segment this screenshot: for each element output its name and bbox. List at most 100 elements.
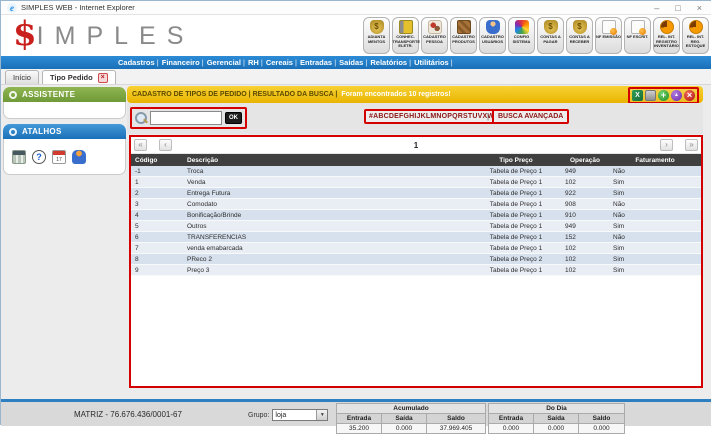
boxes-icon (456, 20, 471, 34)
cell-codigo: -1 (135, 167, 141, 175)
menu-item[interactable]: RH (248, 58, 263, 67)
column-header-tipo-preco[interactable]: Tipo Preço (499, 156, 533, 164)
arrow-up-icon[interactable] (671, 90, 682, 101)
cell-descricao: venda emabarcada (187, 244, 243, 252)
prev-page-button[interactable]: ‹ (159, 139, 172, 151)
toolbar-button[interactable]: CONTAS A RECEBER (566, 17, 593, 54)
maximize-button[interactable]: □ (675, 2, 681, 13)
table-row[interactable]: 3 Comodato Tabela de Preço 1 908 Não (131, 199, 701, 210)
table-row[interactable]: 7 venda emabarcada Tabela de Preço 1 102… (131, 243, 701, 254)
search-input[interactable] (150, 111, 222, 125)
cell-operacao: 102 (565, 244, 576, 252)
toolbar-button-label: NF EMISSÃO (596, 34, 621, 39)
cell-descricao: PReco 2 (187, 255, 212, 263)
table-row[interactable]: 8 PReco 2 Tabela de Preço 2 102 Sim (131, 254, 701, 265)
tab-close-icon[interactable]: × (97, 72, 108, 83)
cell-faturamento: Sim (613, 189, 625, 197)
help-icon[interactable] (32, 149, 46, 164)
cell-codigo: 7 (135, 244, 139, 252)
banner-title: CADASTRO DE TIPOS DE PEDIDO | RESULTADO … (132, 91, 338, 98)
brand-name: IMPLES (36, 22, 195, 50)
advanced-search-button[interactable]: BUSCA AVANÇADA (492, 109, 570, 124)
toolbar-button[interactable]: ADIANTA MENTOS (363, 17, 390, 54)
menu-item[interactable]: Gerencial (207, 58, 245, 67)
chevron-down-icon[interactable]: ▼ (316, 410, 328, 420)
table-row[interactable]: 5 Outros Tabela de Preço 1 949 Sim (131, 221, 701, 232)
search-ok-button[interactable]: OK (225, 112, 242, 124)
cell-descricao: TRANSFERENCIAS (187, 233, 247, 241)
table-row[interactable]: 2 Entrega Futura Tabela de Preço 1 922 S… (131, 188, 701, 199)
document-icon (601, 20, 617, 35)
cell-faturamento: Não (613, 200, 625, 208)
grupo-select[interactable]: loja ▼ (272, 409, 329, 421)
tab-inicio[interactable]: Início (5, 70, 39, 84)
column-header-operacao[interactable]: Operação (570, 156, 600, 164)
toolbar-button[interactable]: REL. INT. REGISTRO INVENTÁRIO (653, 17, 680, 54)
menu-item[interactable]: Cadastros (118, 58, 159, 67)
main-content: CADASTRO DE TIPOS DE PEDIDO | RESULTADO … (127, 86, 705, 388)
money-bag-icon (543, 20, 558, 34)
sidebar-section-atalhos[interactable]: ATALHOS (3, 124, 126, 139)
person-icon[interactable] (72, 149, 86, 164)
table-row[interactable]: 4 Bonificação/Brinde Tabela de Preço 1 9… (131, 210, 701, 221)
cell-operacao: 908 (565, 200, 576, 208)
calendar-icon[interactable] (52, 149, 66, 164)
order-types-table: Código Descrição Tipo Preço Operação Fat… (131, 154, 701, 276)
toolbar-button[interactable]: CONFIG SISTEMA (508, 17, 535, 54)
table-row[interactable]: 9 Preço 3 Tabela de Preço 1 102 Sim (131, 265, 701, 276)
toolbar-button[interactable]: NF ESCRIT. (624, 17, 651, 54)
toolbar-button-label: CADASTRO PRODUTOS (452, 34, 475, 44)
cell-tipo-preco: Tabela de Preço 1 (489, 244, 543, 252)
cell-faturamento: Sim (613, 244, 625, 252)
cell-tipo-preco: Tabela de Preço 1 (489, 211, 543, 219)
cell-operacao: 949 (565, 167, 576, 175)
first-page-button[interactable]: « (134, 139, 147, 151)
minimize-button[interactable]: – (654, 2, 660, 13)
next-page-button[interactable]: › (660, 139, 673, 151)
column-header-descricao[interactable]: Descrição (187, 156, 219, 164)
sidebar-section-assistente[interactable]: ASSISTENTE (3, 87, 126, 102)
menu-item[interactable]: Saídas (339, 58, 367, 67)
add-icon[interactable] (658, 90, 669, 101)
cell-tipo-preco: Tabela de Preço 1 (489, 178, 543, 186)
workspace: ASSISTENTE ATALHOS CADASTRO DE TIPOS DE … (1, 85, 711, 399)
table-row[interactable]: -1 Troca Tabela de Preço 1 949 Não (131, 166, 701, 177)
internet-explorer-icon: e (7, 2, 17, 13)
toolbar-button[interactable]: REL. INT. REG. ESTOQUE (682, 17, 709, 54)
palette-icon (514, 20, 529, 34)
quick-access-toolbar: ADIANTA MENTOS CONHEC. TRANSPORTE ELETR.… (363, 17, 709, 54)
tab-tipo-pedido[interactable]: Tipo Pedido × (41, 70, 116, 84)
menu-item[interactable]: Financeiro (162, 58, 204, 67)
cell-codigo: 5 (135, 222, 139, 230)
column-header-faturamento[interactable]: Faturamento (635, 156, 675, 164)
toolbar-button[interactable]: CADASTRO USUÁRIOS (479, 17, 506, 54)
close-icon[interactable] (684, 90, 695, 101)
toolbar-button-label: CONTAS A RECEBER (569, 34, 590, 44)
menu-item[interactable]: Entradas (300, 58, 336, 67)
atalhos-panel (3, 139, 126, 175)
excel-icon[interactable] (632, 90, 643, 101)
pie-icon (688, 20, 703, 34)
table-row[interactable]: 6 TRANSFERENCIAS Tabela de Preço 1 152 N… (131, 232, 701, 243)
cell-descricao: Comodato (187, 200, 217, 208)
banner-message: Foram encontrados 10 registros! (341, 91, 451, 98)
menu-item[interactable]: Relatórios (370, 58, 411, 67)
menu-item[interactable]: Cereais (266, 58, 297, 67)
toolbar-button[interactable]: CONHEC. TRANSPORTE ELETR. (392, 17, 420, 54)
last-page-button[interactable]: » (685, 139, 698, 151)
printer-icon[interactable] (645, 90, 656, 101)
menu-item[interactable]: Utilitários (414, 58, 453, 67)
cell-faturamento: Sim (613, 222, 625, 230)
toolbar-button[interactable]: CADASTRO PESSOA (421, 17, 448, 54)
toolbar-button[interactable]: CADASTRO PRODUTOS (450, 17, 477, 54)
cell-tipo-preco: Tabela de Preço 1 (489, 222, 543, 230)
toolbar-button[interactable]: CONTAS A PAGAR (537, 17, 564, 54)
close-button[interactable]: × (696, 2, 702, 13)
table-row[interactable]: 1 Venda Tabela de Preço 1 102 Sim (131, 177, 701, 188)
toolbar-button[interactable]: NF EMISSÃO (595, 17, 622, 54)
column-header-codigo[interactable]: Código (135, 156, 158, 164)
calculator-icon[interactable] (12, 149, 26, 164)
result-banner: CADASTRO DE TIPOS DE PEDIDO | RESULTADO … (127, 86, 703, 104)
current-page: 1 (413, 140, 419, 150)
app-header: $ IMPLES ADIANTA MENTOS CONHEC. TRANSPOR… (1, 15, 711, 56)
